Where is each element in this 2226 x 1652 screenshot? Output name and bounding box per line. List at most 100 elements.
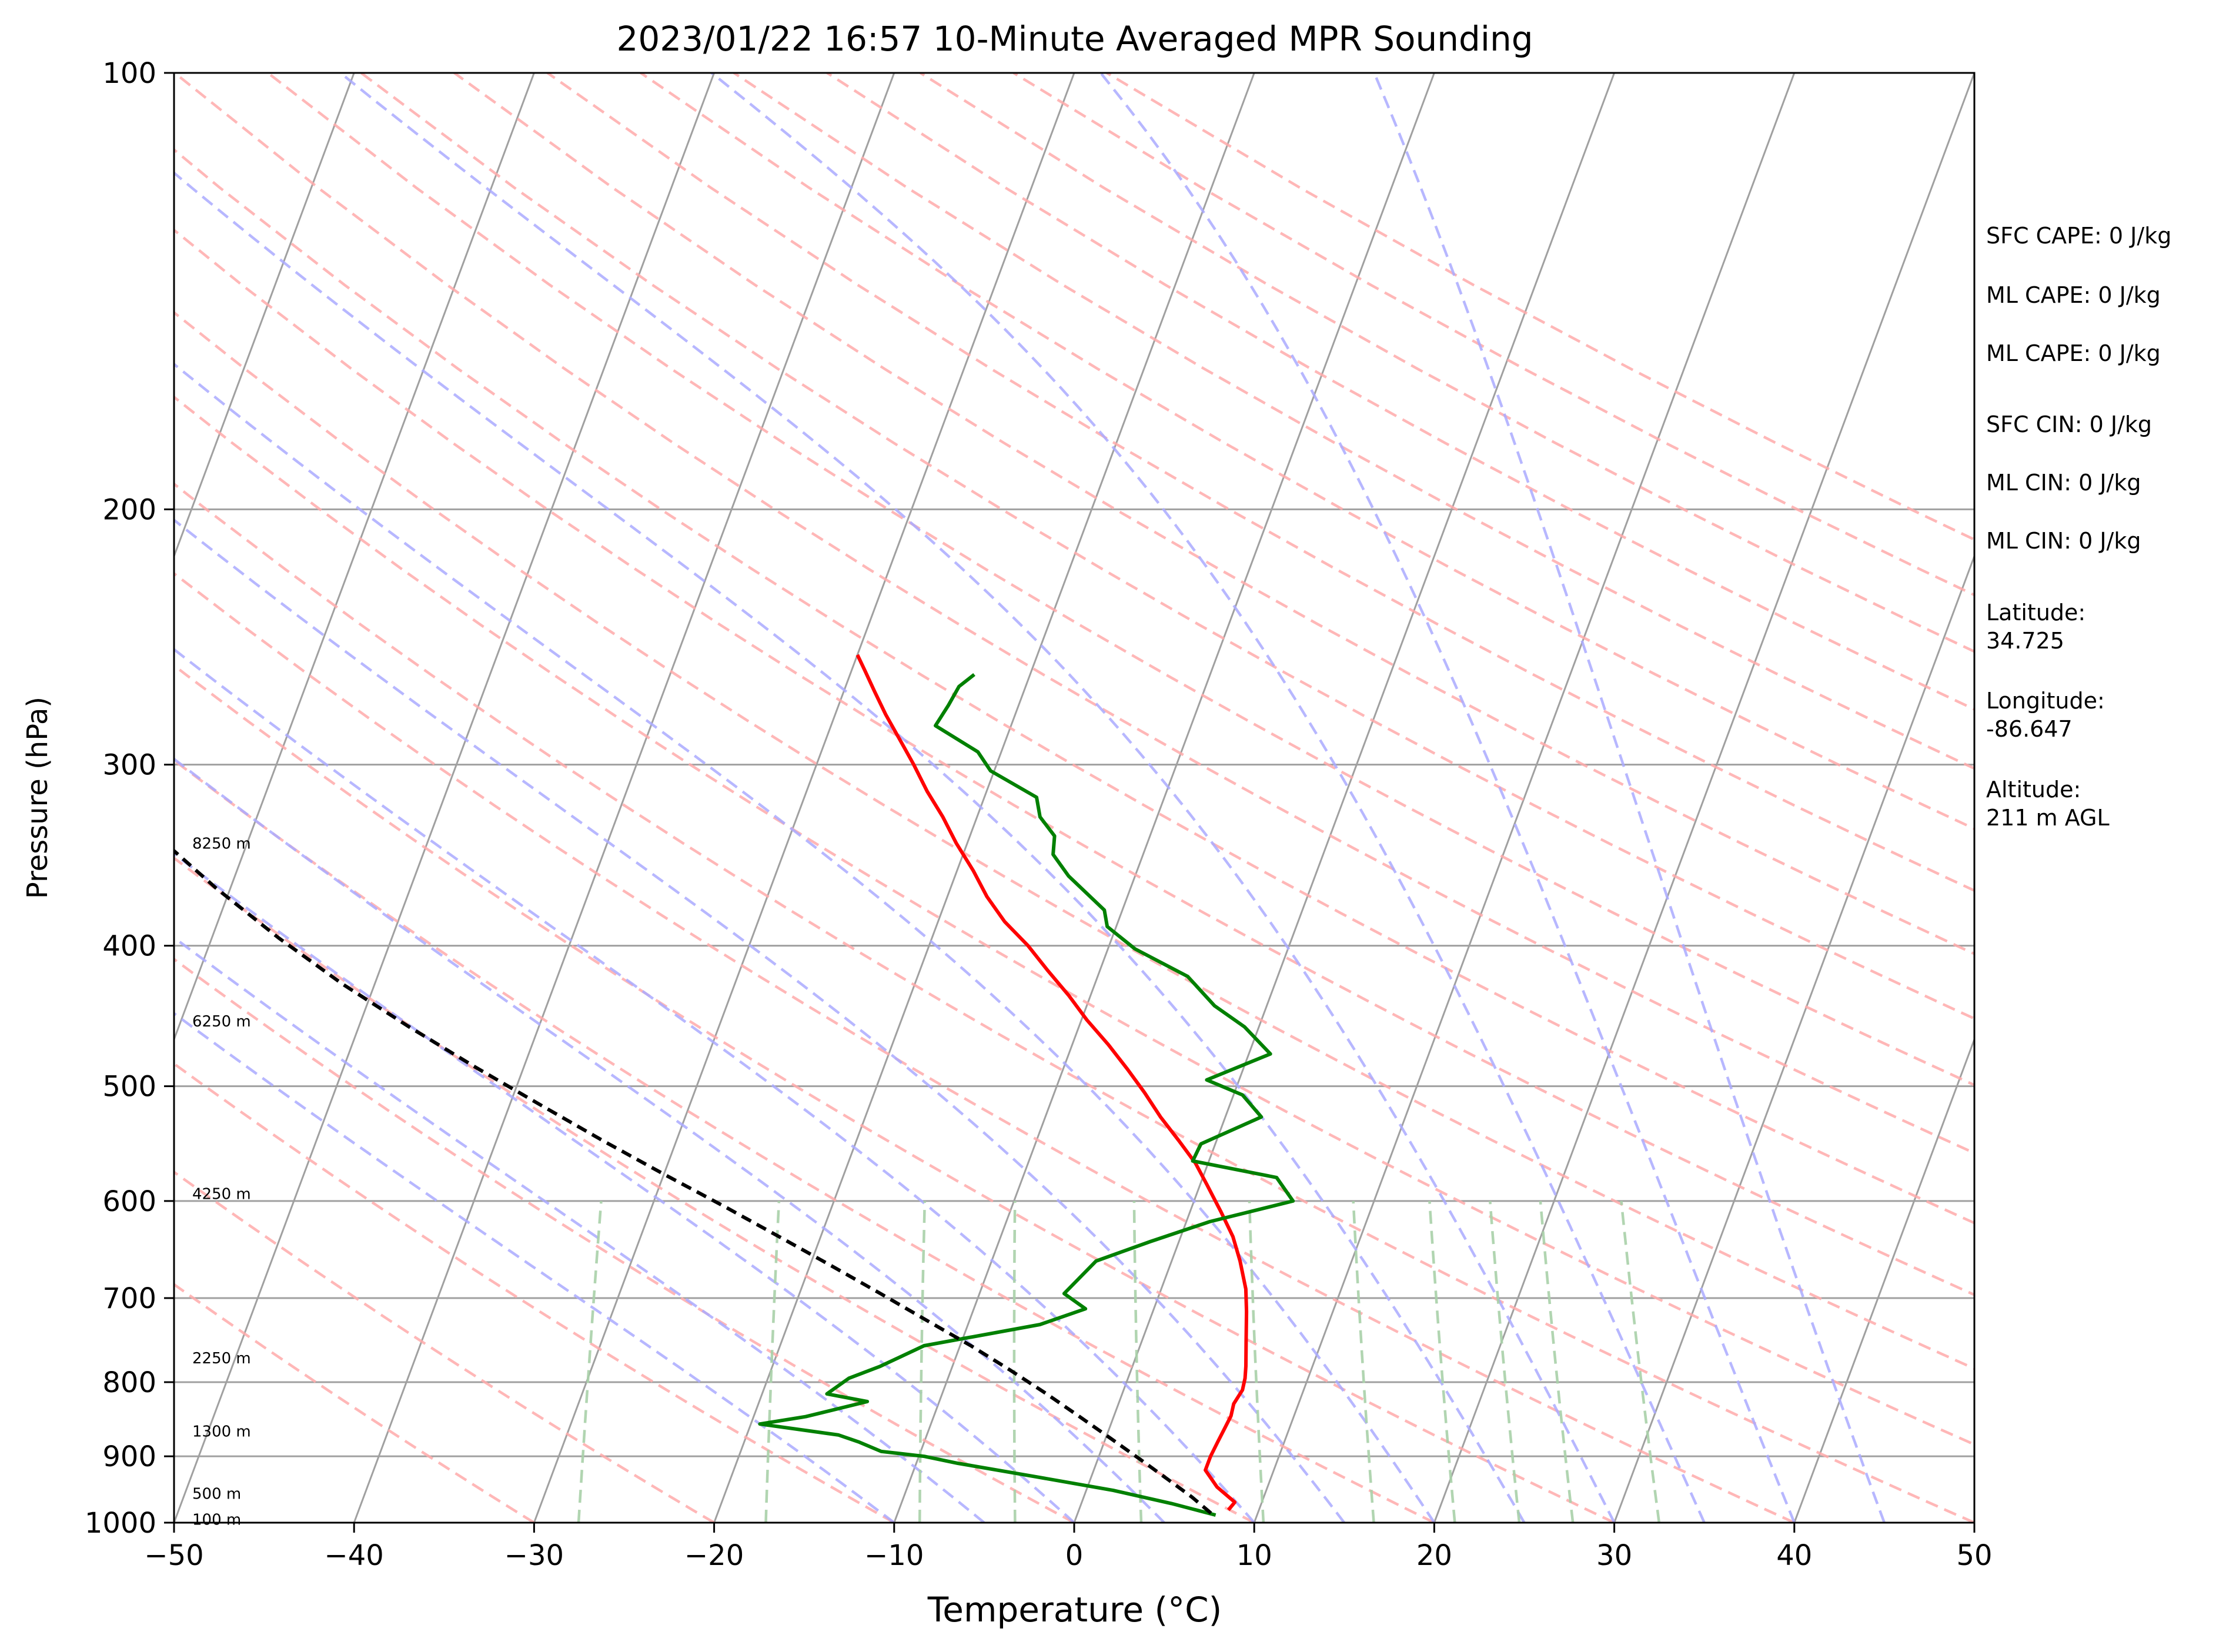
dry-adiabat-line xyxy=(174,310,1974,1370)
sounding-series xyxy=(174,654,1295,1517)
height-label: 1300 m xyxy=(192,1423,251,1441)
dry-adiabat-line xyxy=(174,395,1974,1446)
temperature-series xyxy=(855,654,1249,1511)
moist-adiabat-line xyxy=(1373,73,1886,1523)
y-tick-label: 500 xyxy=(102,1071,156,1103)
annotation-8: Longitude: -86.647 xyxy=(1986,688,2105,742)
mixing-ratio-line xyxy=(1012,1200,1017,1523)
dry-adiabat-line xyxy=(174,228,1974,1296)
chart-title: 2023/01/22 16:57 10-Minute Averaged MPR … xyxy=(616,19,1533,59)
mixing-ratio-line xyxy=(577,1200,603,1523)
moist-adiabat-line xyxy=(710,73,1706,1523)
height-labels: 8250 m 6250 m 4250 m 2250 m 1300 m 500 m 100 m xyxy=(192,835,251,1529)
x-tick-label: 10 xyxy=(1236,1539,1272,1572)
mixing-ratio-line xyxy=(1352,1200,1375,1523)
height-label: 500 m xyxy=(192,1486,241,1503)
isotherm-line xyxy=(893,73,1435,1523)
dry-adiabat-line xyxy=(826,73,1974,711)
y-tick-label: 900 xyxy=(102,1440,156,1473)
x-tick-label: −50 xyxy=(144,1539,203,1572)
x-tick-label: −20 xyxy=(684,1539,744,1572)
moist-adiabat-line xyxy=(174,647,1255,1523)
dry-adiabat-line xyxy=(546,73,1974,892)
background-lines xyxy=(174,73,1974,1523)
x-tick-label: 40 xyxy=(1776,1539,1812,1572)
isotherm-line xyxy=(1793,1036,1974,1523)
dry-adiabat-line xyxy=(920,73,1974,653)
annotation-4: SFC CIN: 0 J/kg xyxy=(1986,412,2152,437)
mixing-ratio-line xyxy=(918,1200,927,1523)
mixing-ratio-line xyxy=(764,1200,781,1523)
annotation-3: ML CAPE: 0 J/kg xyxy=(1986,340,2161,366)
isotherm-line xyxy=(1613,553,1974,1523)
x-tick-label: 30 xyxy=(1596,1539,1632,1572)
dry-adiabat-line xyxy=(174,1283,535,1523)
sounding-indices: SFC CAPE: 0 J/kg ML CAPE: 0 J/kg ML CAPE: … xyxy=(1986,223,2171,831)
dry-adiabat-line xyxy=(174,571,1795,1523)
x-axis: −50 −40 −30 −20 −10 0 10 20 30 40 50 xyxy=(144,1523,1993,1572)
dry-adiabat-line xyxy=(174,482,1974,1523)
y-tick-label: 700 xyxy=(102,1282,156,1315)
mixing-ratio-line xyxy=(1248,1200,1265,1523)
mixing-ratio-line xyxy=(1428,1200,1456,1523)
moist-adiabat-line xyxy=(174,171,1526,1523)
mixing-ratio-line xyxy=(1539,1200,1575,1523)
moist-adiabat-line xyxy=(339,73,1616,1523)
dry-adiabat-line xyxy=(174,1062,895,1523)
dry-adiabat-line xyxy=(174,148,1974,1225)
annotation-2: ML CAPE: 0 J/kg xyxy=(1986,282,2161,308)
y-tick-label: 800 xyxy=(102,1366,156,1399)
dry-adiabat-line xyxy=(174,664,1615,1523)
isotherm-line xyxy=(174,73,535,1042)
dry-adiabat-line xyxy=(174,957,1075,1523)
dry-adiabat-line xyxy=(640,73,1974,831)
height-label: 100 m xyxy=(192,1511,241,1529)
isotherm-line xyxy=(1433,73,1974,1523)
parcel-series xyxy=(174,848,1212,1515)
isotherm-line xyxy=(174,73,355,559)
isotherm-line xyxy=(713,73,1255,1523)
annotation-5: ML CIN: 0 J/kg xyxy=(1986,470,2141,496)
height-label: 6250 m xyxy=(192,1013,251,1031)
dry-adiabat-line xyxy=(174,73,1974,1155)
y-tick-label: 1000 xyxy=(85,1507,156,1540)
x-axis-label: Temperature (°C) xyxy=(927,1590,1222,1630)
mixing-ratio-line xyxy=(1620,1200,1661,1523)
isotherm-line xyxy=(353,73,895,1523)
y-axis-label: Pressure (hPa) xyxy=(21,697,54,899)
mixing-ratio-line xyxy=(1489,1200,1521,1523)
isotherm-line xyxy=(1253,73,1796,1523)
y-tick-label: 400 xyxy=(102,930,156,963)
mixing-ratio-line xyxy=(1132,1200,1143,1523)
y-axis: 100 200 300 400 500 600 700 800 900 1000 xyxy=(85,57,174,1540)
dry-adiabat-line xyxy=(360,73,1974,1021)
y-tick-label: 300 xyxy=(102,749,156,782)
moist-adiabat-line xyxy=(174,518,1346,1523)
x-tick-label: 50 xyxy=(1956,1539,1992,1572)
x-tick-label: 20 xyxy=(1416,1539,1452,1572)
dewpoint-series xyxy=(758,673,1295,1517)
moist-adiabat-line xyxy=(174,936,985,1523)
dry-adiabat-line xyxy=(453,73,1974,955)
height-label: 8250 m xyxy=(192,835,251,853)
moist-adiabat-line xyxy=(174,852,1075,1523)
x-tick-label: −30 xyxy=(504,1539,564,1572)
dry-adiabat-line xyxy=(174,758,1435,1523)
y-tick-label: 600 xyxy=(102,1185,156,1218)
annotation-6: ML CIN: 0 J/kg xyxy=(1986,528,2141,554)
x-tick-label: 0 xyxy=(1065,1539,1084,1572)
annotation-1: SFC CAPE: 0 J/kg xyxy=(1986,223,2171,249)
isotherm-line xyxy=(174,73,716,1523)
x-tick-label: −10 xyxy=(864,1539,924,1572)
moist-adiabat-line xyxy=(1099,73,1796,1523)
moist-adiabat-line xyxy=(174,757,1165,1523)
dry-adiabat-line xyxy=(267,73,1974,1087)
isotherm-line xyxy=(533,73,1075,1523)
y-tick-label: 200 xyxy=(102,493,156,526)
dry-adiabat-line xyxy=(174,856,1255,1523)
height-label: 4250 m xyxy=(192,1185,251,1203)
height-label: 2250 m xyxy=(192,1350,251,1367)
annotation-9: Altitude: 211 m AGL xyxy=(1986,777,2110,831)
isotherm-line xyxy=(1073,73,1616,1523)
